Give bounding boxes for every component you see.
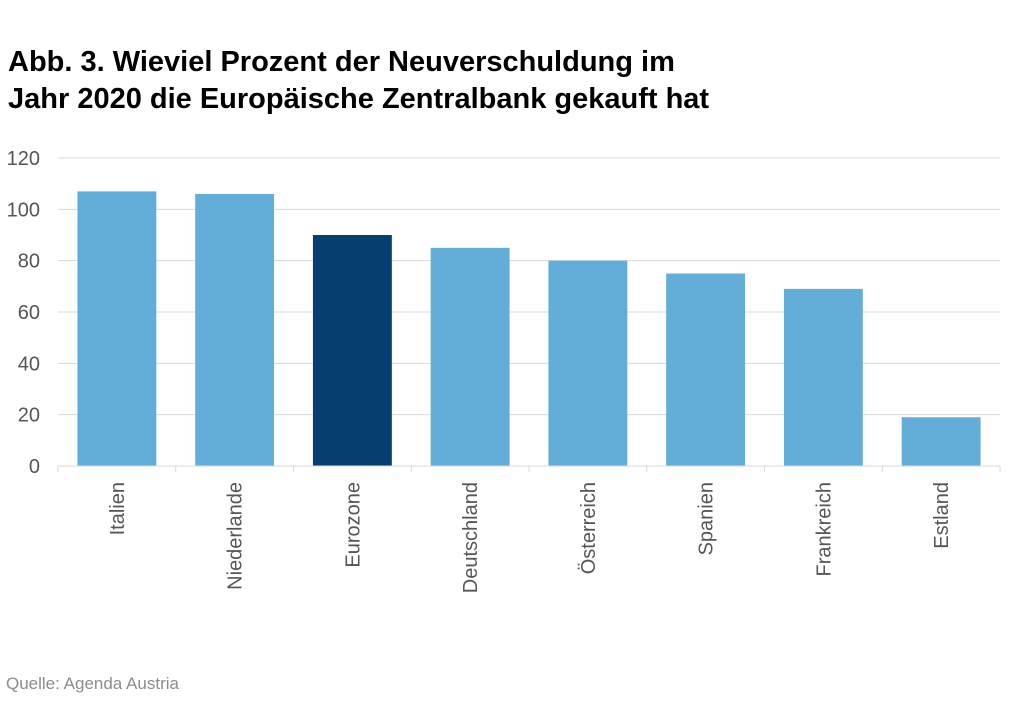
x-tick-label: Deutschland <box>460 482 482 593</box>
x-tick-label: Spanien <box>696 482 718 555</box>
bar-5 <box>548 260 628 466</box>
bar-7 <box>783 288 863 466</box>
x-tick-label: Estland <box>931 482 953 549</box>
x-axis-tick-labels: Italien Niederlande Eurozone Deutschland Öst… <box>107 482 953 593</box>
y-axis-tick-labels: 0 20 40 60 80 100 120 <box>7 148 40 478</box>
bar-2 <box>195 193 275 466</box>
x-axis <box>57 465 1001 472</box>
bar-6 <box>666 273 746 466</box>
bar-8 <box>901 417 981 466</box>
y-tick-label: 80 <box>18 251 40 273</box>
x-tick-label: Österreich <box>578 482 600 574</box>
x-tick-label: Eurozone <box>342 482 364 568</box>
chart-title-line-2: Jahr 2020 die Europäische Zentralbank ge… <box>8 83 710 115</box>
y-tick-label: 40 <box>18 353 40 375</box>
chart-title: Abb. 3. Wieviel Prozent der Neuverschuld… <box>8 44 988 118</box>
x-tick-label: Italien <box>107 482 129 535</box>
bar-1 <box>77 191 157 466</box>
bar-4 <box>430 247 510 466</box>
chart-title-line-1: Abb. 3. Wieviel Prozent der Neuverschuld… <box>8 46 675 78</box>
x-tick-label: Niederlande <box>225 482 247 590</box>
y-tick-label: 20 <box>18 405 40 427</box>
y-tick-label: 120 <box>7 148 40 170</box>
x-tick-label: Frankreich <box>813 482 835 576</box>
source-note: Quelle: Agenda Austria <box>6 674 179 693</box>
y-tick-label: 60 <box>18 302 40 324</box>
bars <box>77 191 981 466</box>
y-tick-label: 100 <box>7 199 40 221</box>
bar-3 <box>312 235 392 466</box>
y-tick-label: 0 <box>29 456 40 478</box>
